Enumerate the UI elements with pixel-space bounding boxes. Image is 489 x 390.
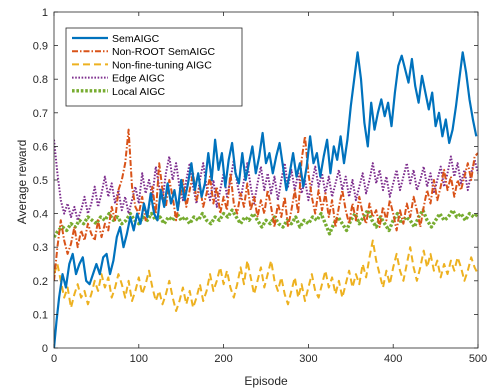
series-line-non-fine-tuning-aigc: [54, 239, 478, 312]
x-tick-label: 0: [51, 353, 57, 365]
legend-label: Non-fine-tuning AIGC: [112, 59, 212, 71]
y-tick-label: 1: [42, 7, 48, 19]
legend-label: SemAIGC: [112, 33, 160, 45]
y-tick-label: 0.4: [33, 209, 48, 221]
x-tick-label: 300: [299, 353, 317, 365]
y-tick-label: 0.6: [33, 141, 48, 153]
axes: 0 100 200 300 400 500 0 0.1 0.2 0.3 0.4 0.5 0.6 0.7 0.…: [33, 7, 487, 365]
y-tick-label: 0.5: [33, 175, 48, 187]
y-tick-label: 0.8: [33, 74, 48, 86]
y-tick-label: 0.2: [33, 276, 48, 288]
y-tick-label: 0.1: [33, 309, 48, 321]
y-tick-label: 0.7: [33, 108, 48, 120]
y-tick-label: 0.3: [33, 242, 48, 254]
y-tick-label: 0.9: [33, 41, 48, 53]
y-tick-label: 0: [42, 343, 48, 355]
x-axis-title: Episode: [244, 374, 288, 388]
y-axis-title: Average reward: [15, 140, 29, 225]
x-tick-label: 100: [130, 353, 148, 365]
plot-area: [54, 51, 478, 348]
x-tick-label: 400: [384, 353, 402, 365]
legend-label: Non-ROOT SemAIGC: [112, 46, 215, 58]
series-line-edge-aigc: [54, 139, 478, 222]
legend-box: [65, 27, 243, 107]
x-tick-label: 200: [214, 353, 232, 365]
series-line-local-aigc: [54, 208, 478, 239]
series-line-semaigc: [54, 51, 478, 348]
x-tick-label: 500: [469, 353, 487, 365]
legend-label: Local AIGC: [112, 86, 166, 98]
legend-label: Edge AIGC: [112, 73, 165, 85]
series-line-non-root-semaigc: [54, 128, 478, 281]
